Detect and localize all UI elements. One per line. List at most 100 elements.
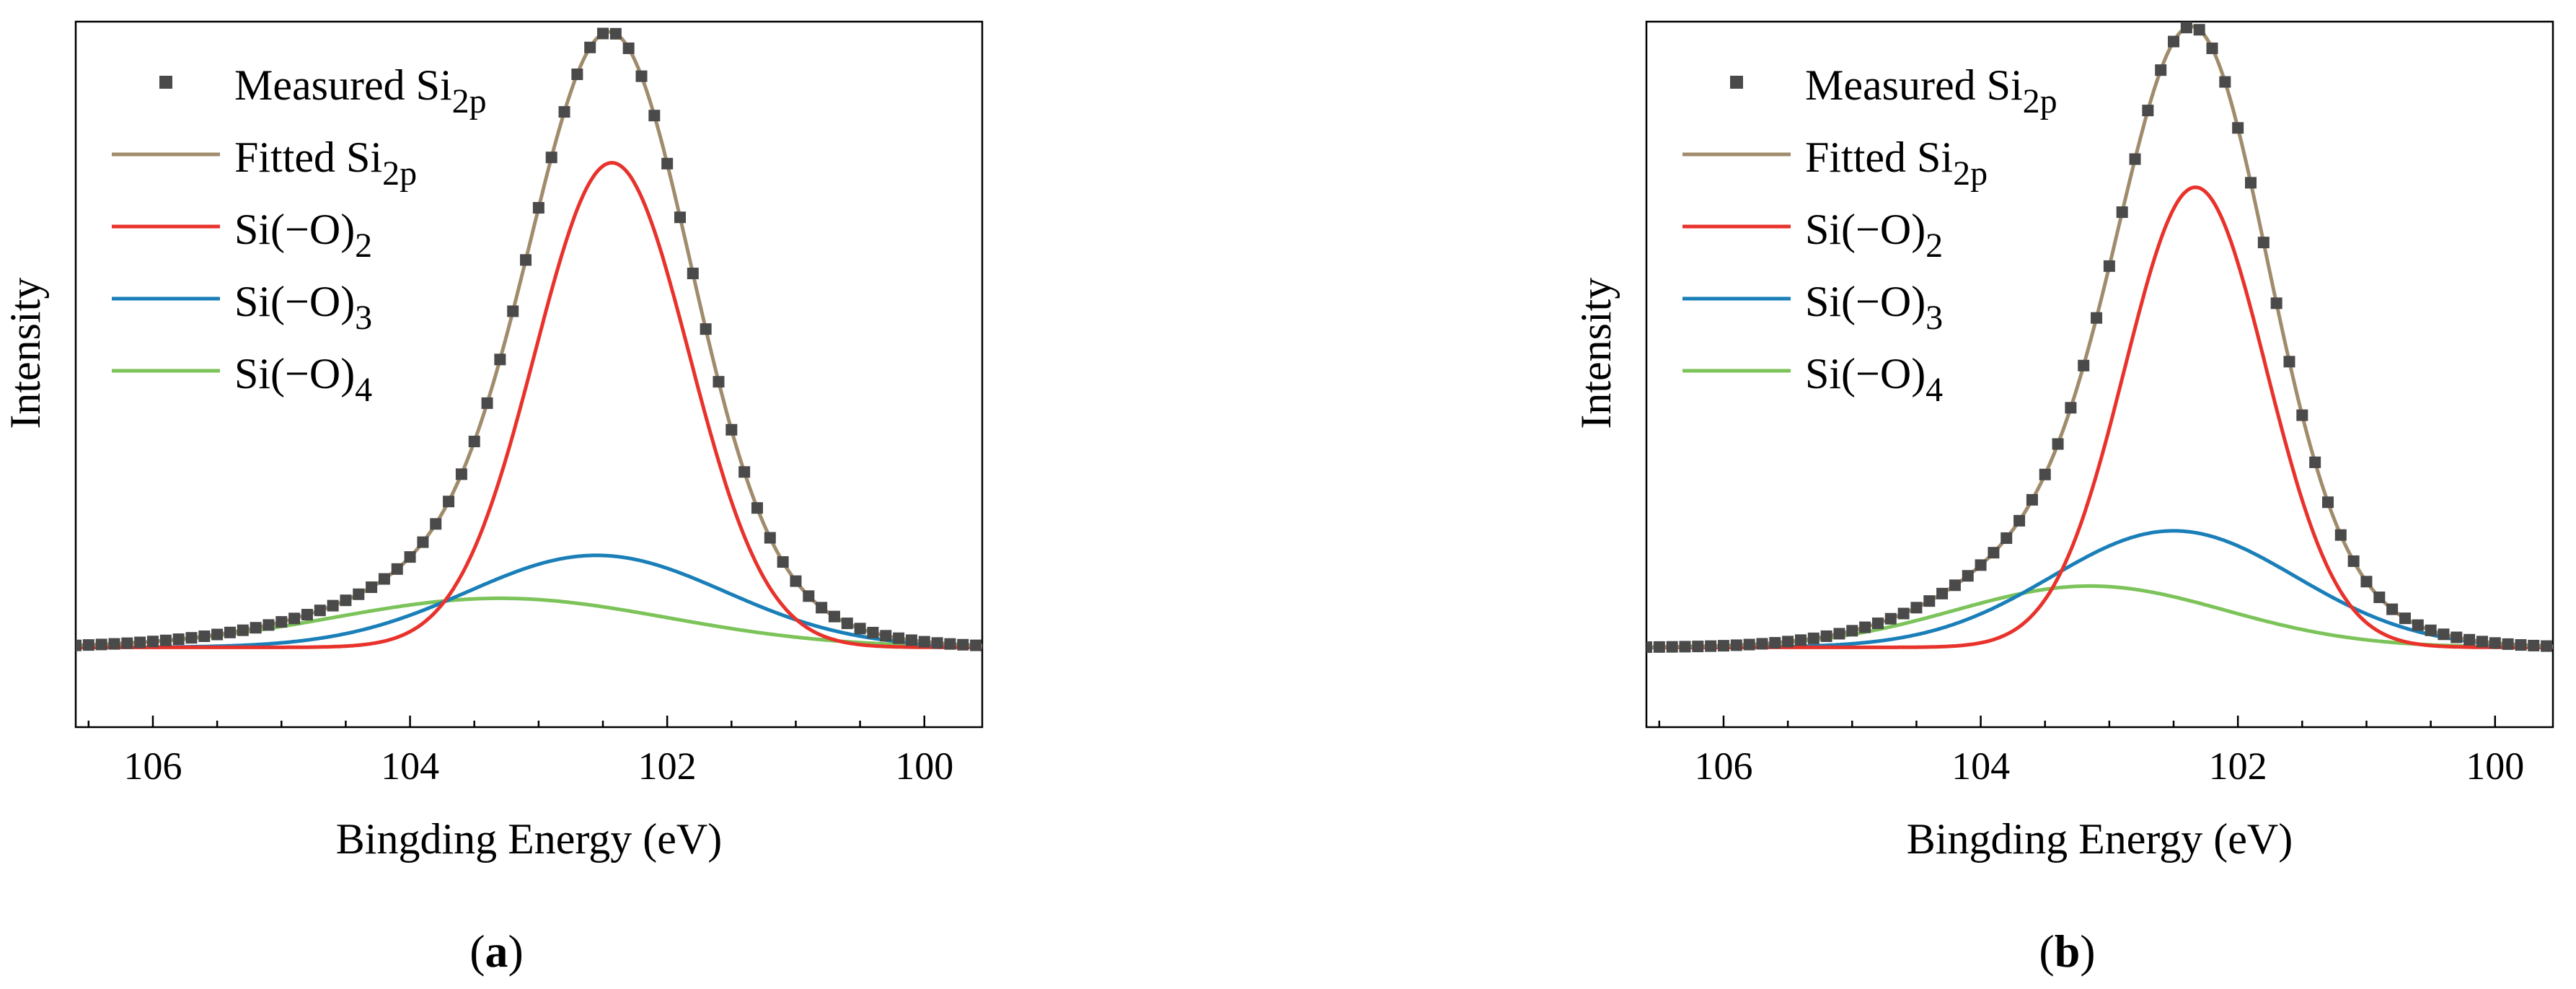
plot-area	[1646, 22, 2553, 654]
legend-label: Si(−O)2	[234, 206, 372, 265]
measured-point	[198, 630, 211, 643]
legend-label: Si(−O)3	[1805, 278, 1943, 337]
measured-point	[1936, 587, 1949, 599]
measured-point	[687, 268, 699, 280]
measured-point	[957, 638, 969, 651]
legend-label: Measured Si2p	[234, 61, 487, 120]
measured-point	[931, 637, 943, 649]
legend-label: Si(−O)4	[234, 350, 372, 409]
x-tick-label: 100	[895, 744, 953, 788]
measured-point	[224, 626, 236, 638]
measured-point	[2502, 638, 2514, 650]
measured-point	[275, 616, 288, 628]
measured-point	[327, 599, 339, 612]
measured-point	[2129, 153, 2141, 165]
legend-si-o3: Si(−O)3	[112, 278, 372, 337]
measured-point	[532, 202, 544, 214]
measured-point	[237, 624, 249, 636]
series-line-fitted	[1646, 25, 2553, 649]
legend-label-text: Measured Si	[1805, 61, 2023, 109]
measured-point	[790, 575, 802, 587]
measured-point	[2386, 603, 2399, 615]
measured-point	[1692, 641, 1704, 653]
measured-point	[2245, 177, 2257, 189]
measured-point	[340, 594, 352, 607]
measured-point	[391, 563, 403, 575]
measured-point	[95, 638, 107, 651]
measured-point	[674, 211, 686, 224]
measured-point	[172, 633, 185, 646]
measured-point	[609, 27, 622, 40]
measured-point	[2078, 359, 2090, 372]
measured-point	[867, 626, 879, 638]
legend-measured: Measured Si2p	[1730, 61, 2057, 120]
legend-label-text: Si(−O)	[234, 278, 355, 325]
measured-point	[2438, 628, 2450, 641]
measured-point	[121, 637, 133, 649]
measured-point	[622, 42, 635, 54]
panel-caption: (a)	[469, 926, 524, 977]
measured-point	[725, 423, 738, 436]
legend-label-text: Measured Si	[234, 61, 452, 109]
measured-point	[635, 70, 648, 82]
measured-point	[443, 496, 455, 508]
legend-label: Si(−O)2	[1805, 206, 1943, 265]
measured-point	[777, 556, 789, 568]
panel-b: 106 104 102 100 Bingding Energy (eV) Intensit…	[1572, 20, 2554, 977]
measured-point	[944, 638, 956, 650]
legend-label-subscript: 2	[1926, 227, 1943, 265]
measured-point	[455, 468, 467, 480]
legend-si-o2: Si(−O)2	[112, 206, 372, 265]
legend-label-subscript: 2p	[452, 82, 487, 120]
legend-si-o2: Si(−O)2	[1682, 206, 1943, 265]
measured-point	[2476, 636, 2488, 648]
measured-point	[2451, 631, 2463, 643]
x-tick-label: 102	[2209, 744, 2267, 788]
measured-point	[2039, 468, 2051, 480]
measured-point	[263, 619, 275, 631]
measured-point	[1884, 612, 1897, 625]
measured-point	[854, 623, 866, 635]
measured-point	[250, 622, 262, 634]
caption-open: (	[469, 926, 485, 977]
legend-measured: Measured Si2p	[159, 61, 487, 120]
x-tick-label: 106	[1694, 744, 1752, 788]
caption-open: (	[2039, 926, 2054, 977]
x-tick-label: 100	[2466, 744, 2524, 788]
legend-label-subscript: 4	[1926, 371, 1943, 409]
measured-point	[76, 639, 81, 651]
measured-point	[803, 590, 815, 602]
measured-point	[2065, 402, 2077, 414]
measured-point	[2091, 312, 2103, 324]
measured-point	[648, 110, 661, 122]
measured-point	[2309, 456, 2321, 468]
x-tick-label: 106	[123, 744, 182, 788]
legend-label-text: Si(−O)	[1805, 278, 1926, 325]
x-tick-label: 104	[1951, 744, 2010, 788]
series-line-fitted	[76, 30, 982, 648]
x-axis-title: Bingding Energy (eV)	[1907, 815, 2293, 863]
measured-point	[764, 532, 776, 544]
measured-point	[2360, 576, 2373, 588]
measured-point	[2155, 64, 2167, 76]
legend-label-text: Si(−O)	[234, 350, 355, 397]
measured-point	[2321, 496, 2334, 509]
legend-label-subscript: 3	[1926, 299, 1943, 337]
caption-close: )	[508, 926, 524, 977]
measured-point	[970, 639, 982, 651]
measured-point	[1756, 638, 1768, 650]
measured-point	[918, 636, 930, 648]
legend-label: Measured Si2p	[1805, 61, 2057, 120]
measured-point	[2283, 356, 2295, 368]
measured-point	[185, 632, 198, 644]
measured-point	[430, 518, 442, 530]
caption-letter: a	[485, 926, 508, 977]
x-tick-label: 102	[638, 744, 697, 788]
measured-point	[159, 634, 172, 646]
measured-point	[2180, 22, 2192, 34]
legend-label-subscript: 4	[355, 371, 372, 409]
measured-point	[2206, 42, 2218, 54]
measured-point	[751, 502, 763, 514]
measured-point	[1923, 595, 1936, 607]
